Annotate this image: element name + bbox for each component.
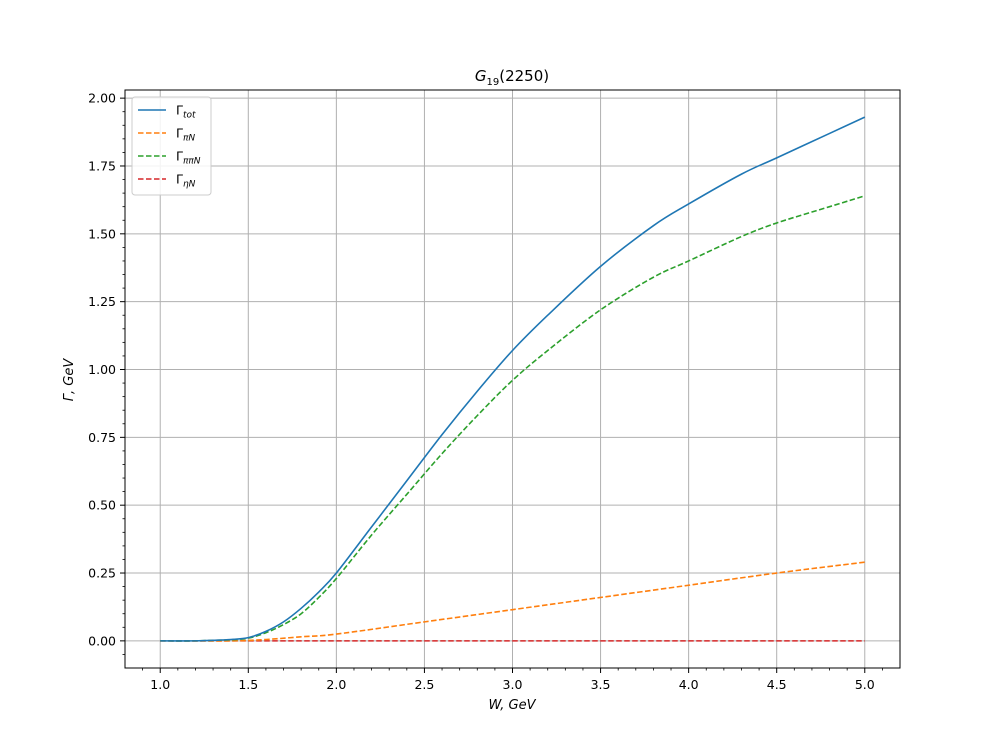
- legend-box: [131, 96, 212, 196]
- legend-label-sub: tot: [183, 111, 196, 121]
- y-tick-label: 0.75: [88, 430, 116, 445]
- legend-label: ΓπN: [176, 126, 195, 144]
- x-tick-label: 5.0: [855, 677, 875, 692]
- legend-label-sub: ηN: [183, 180, 196, 190]
- chart-title-main: G: [475, 67, 487, 85]
- y-tick-label: 1.75: [88, 158, 116, 173]
- legend-label-main: Γ: [176, 103, 183, 118]
- x-tick-label: 3.5: [591, 677, 611, 692]
- x-tick-label: 2.5: [414, 677, 434, 692]
- axis-ticks: 1.0 1.5 2.0 2.5 3.0 3.5 4.0 4.5 5.0 0.00 0.25 0.50 0…: [88, 91, 883, 692]
- x-axis-label: W, GeV: [488, 698, 536, 713]
- x-tick-label: 3.0: [503, 677, 523, 692]
- series-line-tot: [160, 116, 866, 642]
- x-tick-label: 2.0: [326, 677, 346, 692]
- legend-label-main: Γ: [176, 126, 183, 141]
- chart-title-rest: (2250): [499, 67, 549, 85]
- legend-label: ΓππN: [176, 149, 201, 167]
- y-tick-label: 1.50: [88, 226, 116, 241]
- x-tick-label: 4.5: [767, 677, 787, 692]
- y-tick-label: 0.00: [88, 633, 116, 648]
- legend-label-main: Γ: [176, 149, 183, 164]
- legend-label-main: Γ: [176, 172, 183, 187]
- y-tick-label: 1.00: [88, 362, 116, 377]
- x-tick-label: 4.0: [679, 677, 699, 692]
- series-line-N: [160, 561, 865, 642]
- chart-title: G19(2250): [475, 67, 549, 88]
- legend-label: Γtot: [176, 103, 196, 121]
- y-tick-label: 0.25: [88, 566, 116, 581]
- y-tick-label: 1.25: [88, 294, 116, 309]
- legend-label-sub: ππN: [183, 157, 201, 167]
- legend-label: ΓηN: [176, 172, 196, 190]
- legend-label-sub: πN: [183, 134, 195, 144]
- x-tick-label: 1.0: [150, 677, 170, 692]
- y-tick-label: 2.00: [88, 91, 116, 106]
- y-axis-label: Γ, GeV: [62, 358, 77, 402]
- y-tick-label: 0.50: [88, 498, 116, 513]
- chart-title-sub: 19: [487, 77, 500, 88]
- series-lines: [160, 116, 866, 642]
- x-tick-label: 1.5: [238, 677, 258, 692]
